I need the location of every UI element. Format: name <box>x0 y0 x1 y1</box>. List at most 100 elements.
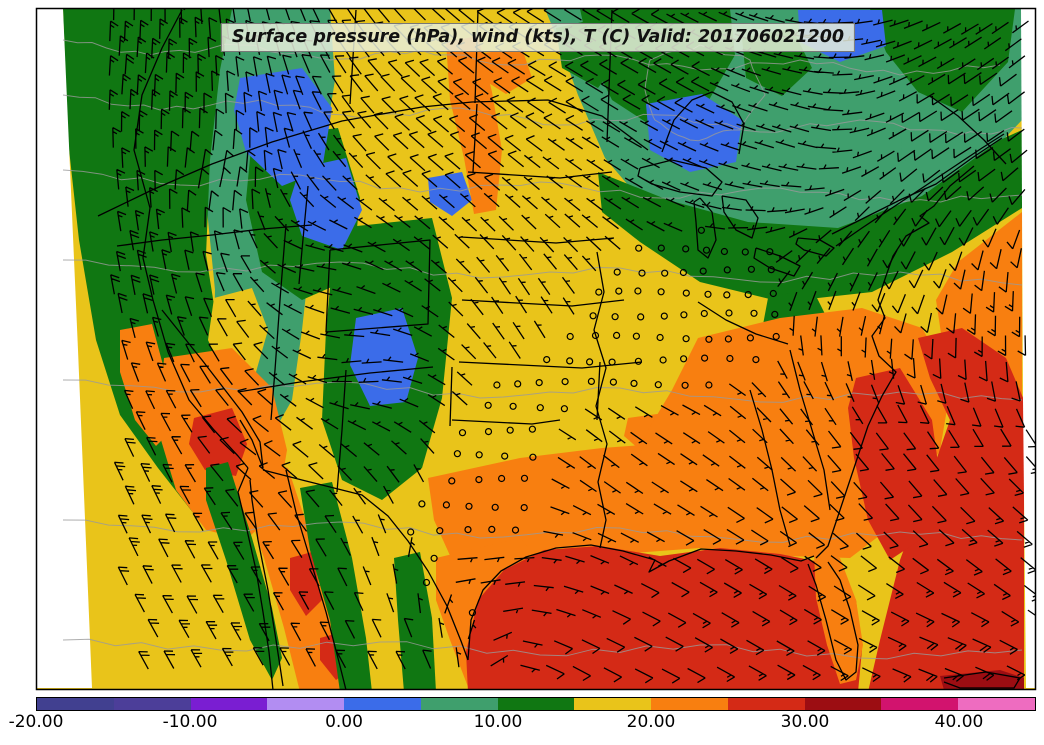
region-atlantic-se-red <box>868 328 1024 689</box>
calm-wind-circle <box>493 381 501 389</box>
calm-wind-circle <box>681 381 689 389</box>
colorbar-segment <box>190 698 268 710</box>
region-mojave-red <box>189 408 247 476</box>
region-gulfstream-red-inland <box>848 368 940 560</box>
calm-wind-circle <box>566 357 574 365</box>
calm-wind-circle <box>702 246 711 254</box>
calm-wind-circle <box>543 356 551 364</box>
geo-line-ok-tx-border <box>451 419 561 425</box>
geo-line-lake-huron <box>721 195 759 239</box>
calm-wind-circle <box>656 333 664 342</box>
calm-wind-circle <box>422 578 431 587</box>
colorbar-segment <box>574 698 652 710</box>
calm-wind-circle <box>699 267 707 275</box>
calm-wind-circle <box>747 265 756 273</box>
calm-wind-circle <box>587 377 596 385</box>
calm-wind-circle <box>632 332 641 340</box>
colorbar <box>36 697 1036 711</box>
calm-wind-circle <box>612 331 621 339</box>
calm-wind-circle <box>407 528 415 536</box>
geo-line-pacific-coast <box>133 9 249 469</box>
calm-wind-circle <box>520 474 529 482</box>
calm-wind-circle <box>726 354 734 363</box>
colorbar-tick-label: 30.00 <box>780 712 830 732</box>
calm-wind-circle <box>766 248 774 256</box>
calm-wind-circle <box>595 288 603 296</box>
calm-wind-circle <box>680 311 688 319</box>
calm-wind-circle <box>772 332 780 341</box>
calm-wind-circle <box>488 525 496 534</box>
geo-line-baja-east-coast <box>249 479 284 687</box>
calm-wind-circle <box>566 332 574 341</box>
calm-wind-circle <box>657 288 665 296</box>
calm-wind-circle <box>475 451 483 459</box>
calm-wind-circle <box>679 268 688 277</box>
calm-wind-circle <box>464 525 472 534</box>
calm-wind-circle <box>609 378 618 386</box>
colorbar-segment <box>958 698 1035 710</box>
calm-wind-circle <box>634 357 643 365</box>
calm-wind-circle <box>634 287 642 295</box>
calm-wind-circle <box>498 474 506 483</box>
map-frame <box>35 7 1037 691</box>
region-blue-bc <box>234 68 332 186</box>
geo-line-sd-ne-border <box>460 236 615 244</box>
calm-wind-circle <box>465 502 473 510</box>
calm-wind-circle <box>484 428 493 436</box>
calm-wind-circle <box>418 500 426 508</box>
calm-wind-circle <box>724 335 733 343</box>
calm-wind-circle <box>741 248 749 256</box>
calm-wind-circle <box>660 312 668 320</box>
calm-wind-circle <box>520 504 528 512</box>
calm-wind-circle <box>608 358 616 366</box>
geo-line-id-mt-border <box>298 185 309 285</box>
calm-wind-circle <box>767 266 775 274</box>
geo-line-ne-ks-border <box>461 299 625 307</box>
geo-line-lake-superior <box>637 159 723 197</box>
calm-wind-circle <box>436 527 444 535</box>
region-blue-montana <box>428 172 472 216</box>
calm-wind-circle <box>511 526 520 534</box>
colorbar-tick-label: 40.00 <box>934 712 984 732</box>
colorbar-segment <box>344 698 421 710</box>
colorbar-segment <box>727 698 805 710</box>
geo-line-border-42n <box>116 224 313 247</box>
calm-wind-circle <box>529 453 537 461</box>
region-orange-top-blob <box>476 48 532 94</box>
colorbar-segment <box>881 698 959 710</box>
region-topright-dkgreen <box>870 9 1015 112</box>
colorbar-segment <box>37 698 114 710</box>
geo-line-ks-ok-border <box>458 361 643 369</box>
calm-wind-circle <box>448 477 456 485</box>
calm-wind-circle <box>725 309 733 317</box>
temperature-field <box>37 9 1035 689</box>
left-white-wedge <box>37 9 92 688</box>
map-title: Surface pressure (hPa), wind (kts), T (C… <box>220 23 856 52</box>
calm-wind-circle <box>704 290 712 298</box>
calm-wind-circle <box>720 247 729 256</box>
calm-wind-circle <box>453 450 461 458</box>
calm-wind-circle <box>615 287 623 295</box>
geo-borders <box>97 9 1021 689</box>
calm-wind-circle <box>468 609 476 617</box>
geo-line-border-37n <box>237 366 434 393</box>
calm-wind-circle <box>509 402 517 410</box>
calm-wind-circle <box>744 291 752 299</box>
calm-wind-circle <box>536 404 544 412</box>
calm-wind-circle <box>589 312 597 320</box>
calm-wind-circle <box>705 381 713 389</box>
calm-wind-circle <box>458 429 467 437</box>
calm-wind-circle <box>585 358 594 366</box>
calm-wind-circle <box>723 291 731 299</box>
geo-line-nd-sd-border <box>467 171 613 179</box>
calm-wind-circle <box>746 334 755 342</box>
region-central-valley-orange <box>120 324 172 446</box>
calm-wind-circle <box>654 381 662 389</box>
geo-line-nv-ut-border <box>270 223 287 421</box>
region-greatlakes-ne-dkgreen <box>598 130 1022 302</box>
calm-wind-circle <box>661 269 669 277</box>
calm-wind-circle <box>705 335 713 343</box>
geo-line-lake-michigan <box>693 197 717 259</box>
wind-barbs-layer <box>108 9 1035 684</box>
geo-line-wyoming-box <box>325 239 431 333</box>
